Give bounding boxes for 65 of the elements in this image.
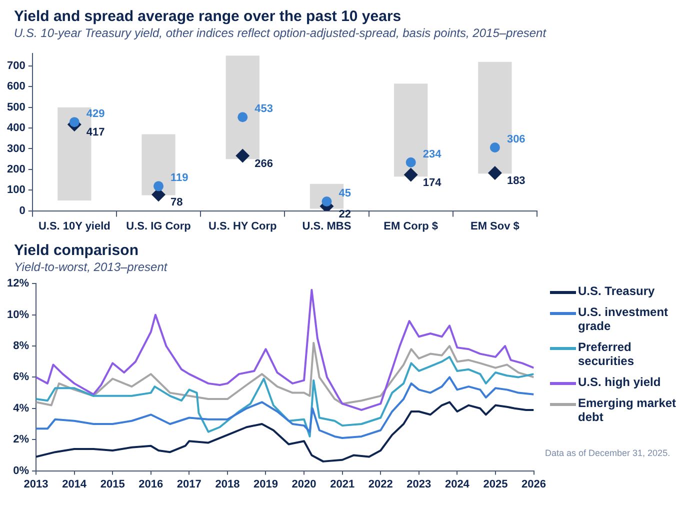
x-tick-label: 2019 xyxy=(254,478,278,490)
y-tick-label: 300 xyxy=(6,142,26,155)
point xyxy=(488,166,502,180)
x-tick-label: 2025 xyxy=(483,478,508,490)
data-label: 417 xyxy=(86,126,105,139)
x-tick-label: 2023 xyxy=(406,478,432,490)
y-tick-label: 6% xyxy=(13,371,30,384)
point xyxy=(490,142,500,153)
chart-title: Yield and spread average range over the past 10 years xyxy=(14,8,402,25)
x-tick-label: 2017 xyxy=(176,478,202,490)
point xyxy=(406,157,416,168)
point xyxy=(236,148,250,163)
data-label: 119 xyxy=(170,172,188,184)
y-tick-label: 4% xyxy=(13,402,30,414)
data-label: 183 xyxy=(506,174,526,187)
x-tick-label: U.S. HY Corp xyxy=(208,220,278,232)
data-label: 22 xyxy=(338,208,351,220)
y-tick-label: 600 xyxy=(6,80,26,93)
x-tick-label: 2014 xyxy=(62,478,88,490)
point xyxy=(69,117,80,128)
x-tick-label: U.S. 10Y yield xyxy=(38,220,110,232)
y-tick-label: 12% xyxy=(6,278,30,290)
x-tick-label: 2020 xyxy=(292,478,316,490)
data-label: 78 xyxy=(170,196,183,209)
y-tick-label: 0 xyxy=(19,204,26,217)
data-label: 266 xyxy=(254,158,273,170)
data-label: 45 xyxy=(338,188,351,200)
chart-subtitle: U.S. 10-year Treasury yield, other indices reflect option-adjusted-spread, basis points, 2015–present xyxy=(14,26,546,40)
x-tick-label: 2021 xyxy=(330,478,355,490)
x-tick-label: EM Corp $ xyxy=(384,220,438,232)
point xyxy=(404,168,418,182)
y-tick-label: 500 xyxy=(6,101,26,114)
y-tick-label: 8% xyxy=(13,340,30,352)
x-tick-label: 2015 xyxy=(100,478,125,490)
x-tick-label: 2018 xyxy=(215,478,240,490)
x-tick-label: EM Sov $ xyxy=(470,220,520,232)
legend-label: U.S. investment grade xyxy=(578,305,670,333)
x-tick-label: 2026 xyxy=(522,478,546,490)
point xyxy=(154,181,164,192)
data-label: 429 xyxy=(86,108,105,120)
data-label: 306 xyxy=(506,134,526,146)
legend-label: Emerging market debt xyxy=(578,396,678,424)
y-tick-label: 100 xyxy=(6,184,26,196)
y-tick-label: 0% xyxy=(13,464,30,477)
chart-title: Yield comparison xyxy=(14,242,138,259)
x-tick-label: 2013 xyxy=(24,478,48,490)
y-tick-label: 400 xyxy=(6,122,26,134)
data-label: 453 xyxy=(254,103,273,116)
legend-label: Preferred securities xyxy=(578,340,636,368)
y-tick-label: 700 xyxy=(6,60,26,72)
x-tick-label: U.S. MBS xyxy=(302,220,352,232)
y-tick-label: 2% xyxy=(13,434,30,446)
x-tick-label: 2022 xyxy=(368,478,393,490)
legend-label: U.S. high yield xyxy=(578,375,661,389)
point xyxy=(238,112,248,122)
x-tick-label: U.S. IG Corp xyxy=(126,220,192,232)
legend-label: U.S. Treasury xyxy=(578,284,655,298)
y-tick-label: 200 xyxy=(6,163,26,176)
x-tick-label: 2016 xyxy=(138,478,164,490)
text: Data as of December 31, 2025. xyxy=(545,448,672,458)
data-label: 174 xyxy=(422,176,442,189)
chart-subtitle: Yield-to-worst, 2013–present xyxy=(14,260,168,274)
x-tick-label: 2024 xyxy=(444,478,470,490)
data-label: 234 xyxy=(422,148,442,160)
y-tick-label: 10% xyxy=(6,308,30,321)
